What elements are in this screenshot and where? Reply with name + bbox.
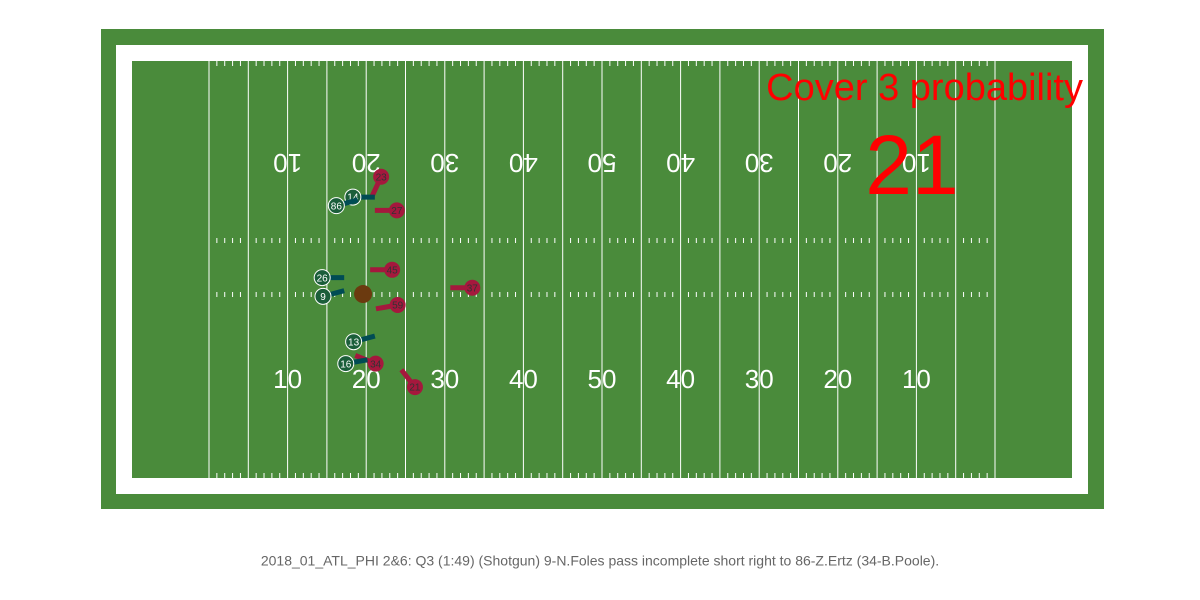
player (337, 355, 355, 373)
yard-number-flipped: 40 (509, 148, 538, 178)
player (373, 168, 390, 185)
yard-number-flipped: 40 (666, 148, 695, 178)
yard-number-flipped: 20 (823, 148, 852, 178)
player-number: 9 (320, 292, 326, 303)
player (367, 355, 384, 372)
player-number: 26 (317, 273, 329, 284)
player (406, 379, 423, 396)
player-number: 13 (348, 337, 360, 348)
yard-number-flipped: 10 (273, 148, 302, 178)
yard-number: 40 (666, 364, 695, 394)
player (313, 269, 331, 287)
title: Cover 3 probability (766, 67, 1083, 109)
yard-number-flipped: 30 (745, 148, 774, 178)
ball (354, 285, 373, 304)
yard-number-flipped: 30 (430, 148, 459, 178)
caption: 2018_01_ATL_PHI 2&6: Q3 (1:49) (Shotgun)… (261, 553, 939, 569)
yard-number: 10 (902, 364, 931, 394)
player (464, 279, 481, 296)
player-number: 14 (347, 193, 359, 204)
player-number: 27 (391, 206, 403, 217)
yard-number: 10 (273, 364, 302, 394)
yard-number: 20 (823, 364, 852, 394)
player (345, 333, 363, 351)
player-number: 16 (340, 359, 352, 370)
player-number: 21 (409, 383, 421, 394)
yard-number: 40 (509, 364, 538, 394)
player-number: 59 (392, 301, 404, 312)
player-number: 23 (376, 172, 388, 183)
yard-number: 30 (745, 364, 774, 394)
player (314, 287, 332, 305)
player (389, 296, 406, 313)
players: 23 27 45 37 59 34 21 14 86 26 9 13 16 (313, 168, 481, 396)
player-number: 34 (370, 359, 382, 370)
probability: 21 (865, 118, 958, 212)
field-lines (208, 61, 996, 478)
player (327, 197, 345, 215)
player-number: 86 (331, 201, 343, 212)
yard-number-flipped: 10 (902, 148, 931, 178)
player (388, 202, 405, 219)
player-number: 37 (467, 283, 479, 294)
yard-number-flipped: 50 (588, 148, 617, 178)
yard-number: 50 (588, 364, 617, 394)
player-number: 45 (387, 265, 399, 276)
player (384, 261, 401, 278)
yard-number: 30 (430, 364, 459, 394)
